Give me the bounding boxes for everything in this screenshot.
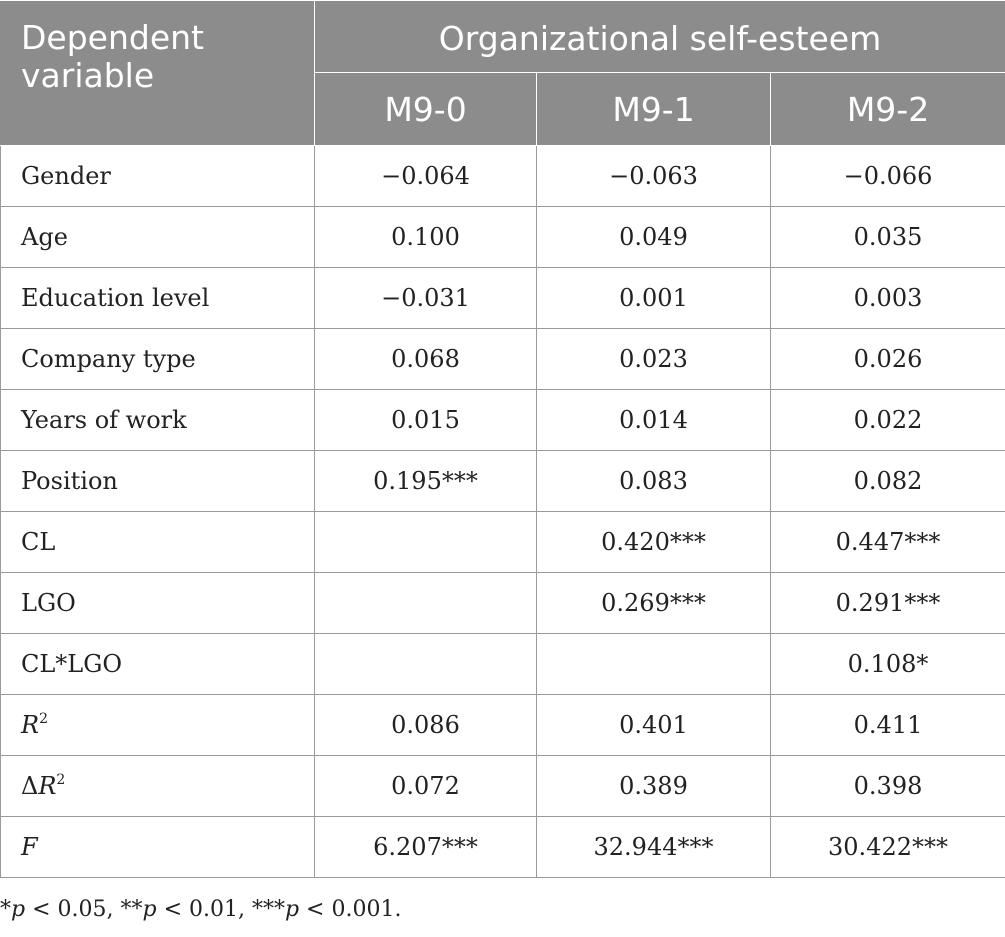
table-cell: 0.195*** [314, 450, 537, 512]
table-cell: 0.003 [769, 267, 1005, 329]
row-label: CL [0, 511, 315, 573]
row-label: CL*LGO [0, 633, 315, 695]
table-body: Gender −0.064 −0.063 −0.066 Age 0.100 0.… [0, 145, 1005, 878]
table-cell: 0.420*** [536, 511, 771, 573]
model-header: M9-1 [536, 72, 771, 146]
footnote-p-symbol: p [11, 897, 26, 922]
footnote-p-symbol: p [284, 897, 300, 922]
table-header: Dependent variable Organizational self-e… [0, 0, 1005, 146]
row-label: Years of work [0, 389, 315, 451]
table-cell: 0.401 [536, 694, 771, 756]
table-cell [536, 633, 771, 695]
table-row: Gender −0.064 −0.063 −0.066 [0, 145, 1005, 207]
table-cell: 0.083 [536, 450, 771, 512]
row-label-delta-r-squared: ΔR2 [0, 755, 315, 817]
table-cell: 0.108* [769, 633, 1005, 695]
table-row: Position 0.195*** 0.083 0.082 [0, 450, 1005, 512]
table-cell: 0.291*** [769, 572, 1005, 634]
table-row: CL 0.420*** 0.447*** [0, 511, 1005, 573]
table-cell: −0.063 [536, 145, 771, 207]
table-cell: 0.269*** [536, 572, 771, 634]
row-label-f: F [0, 816, 315, 878]
table-cell: −0.066 [769, 145, 1005, 207]
table-row: R2 0.086 0.401 0.411 [0, 694, 1005, 756]
label-italic: R [38, 772, 57, 800]
label-prefix: Δ [21, 772, 39, 800]
group-title-header: Organizational self-esteem [313, 0, 1005, 73]
table-cell: 30.422*** [769, 816, 1005, 878]
footnote-text: < 0.001. [299, 897, 402, 922]
table-cell: 0.447*** [769, 511, 1005, 573]
table-row: F 6.207*** 32.944*** 30.422*** [0, 816, 1005, 878]
significance-footnote: *p < 0.05, **p < 0.01, ***p < 0.001. [0, 897, 401, 922]
row-label: Education level [0, 267, 315, 329]
table-cell: 0.068 [314, 328, 537, 390]
table-cell: 0.001 [536, 267, 771, 329]
table-row: Years of work 0.015 0.014 0.022 [0, 389, 1005, 451]
model-header: M9-0 [314, 72, 537, 146]
table-cell: 32.944*** [536, 816, 771, 878]
table-cell: 0.026 [769, 328, 1005, 390]
table-cell: 0.086 [314, 694, 537, 756]
table-cell [314, 572, 537, 634]
table-cell: 0.014 [536, 389, 771, 451]
table-cell: −0.031 [314, 267, 537, 329]
table-cell: −0.064 [314, 145, 537, 207]
footnote-text: * [0, 897, 11, 922]
row-label-r-squared: R2 [0, 694, 315, 756]
table-cell: 0.015 [314, 389, 537, 451]
footnote-text: < 0.05, ** [25, 897, 143, 922]
row-label: Age [0, 206, 315, 268]
table-cell: 0.100 [314, 206, 537, 268]
table-row: Education level −0.031 0.001 0.003 [0, 267, 1005, 329]
table-cell: 0.082 [769, 450, 1005, 512]
table-cell: 0.389 [536, 755, 771, 817]
footnote-p-symbol: p [142, 897, 157, 922]
label-superscript: 2 [56, 772, 66, 788]
table-cell [314, 633, 537, 695]
row-label: Gender [0, 145, 315, 207]
model-header: M9-2 [769, 72, 1005, 146]
table-cell: 0.035 [769, 206, 1005, 268]
table-cell: 0.023 [536, 328, 771, 390]
table-row: Age 0.100 0.049 0.035 [0, 206, 1005, 268]
table-cell: 0.049 [536, 206, 771, 268]
table-cell: 0.072 [314, 755, 537, 817]
label-italic: R [21, 711, 40, 739]
regression-table: Dependent variable Organizational self-e… [0, 0, 1005, 878]
row-label: LGO [0, 572, 315, 634]
row-label: Position [0, 450, 315, 512]
table-row: Company type 0.068 0.023 0.026 [0, 328, 1005, 390]
table-cell: 6.207*** [314, 816, 537, 878]
table-row: ΔR2 0.072 0.389 0.398 [0, 755, 1005, 817]
table-cell: 0.022 [769, 389, 1005, 451]
table-cell: 0.411 [769, 694, 1005, 756]
table-cell: 0.398 [769, 755, 1005, 817]
row-label: Company type [0, 328, 315, 390]
table-row: LGO 0.269*** 0.291*** [0, 572, 1005, 634]
footnote-text: < 0.01, *** [156, 897, 285, 922]
table-cell [314, 511, 537, 573]
dependent-variable-header: Dependent variable [0, 0, 315, 146]
table-row: CL*LGO 0.108* [0, 633, 1005, 695]
label-italic: F [21, 833, 38, 861]
label-superscript: 2 [39, 711, 48, 727]
